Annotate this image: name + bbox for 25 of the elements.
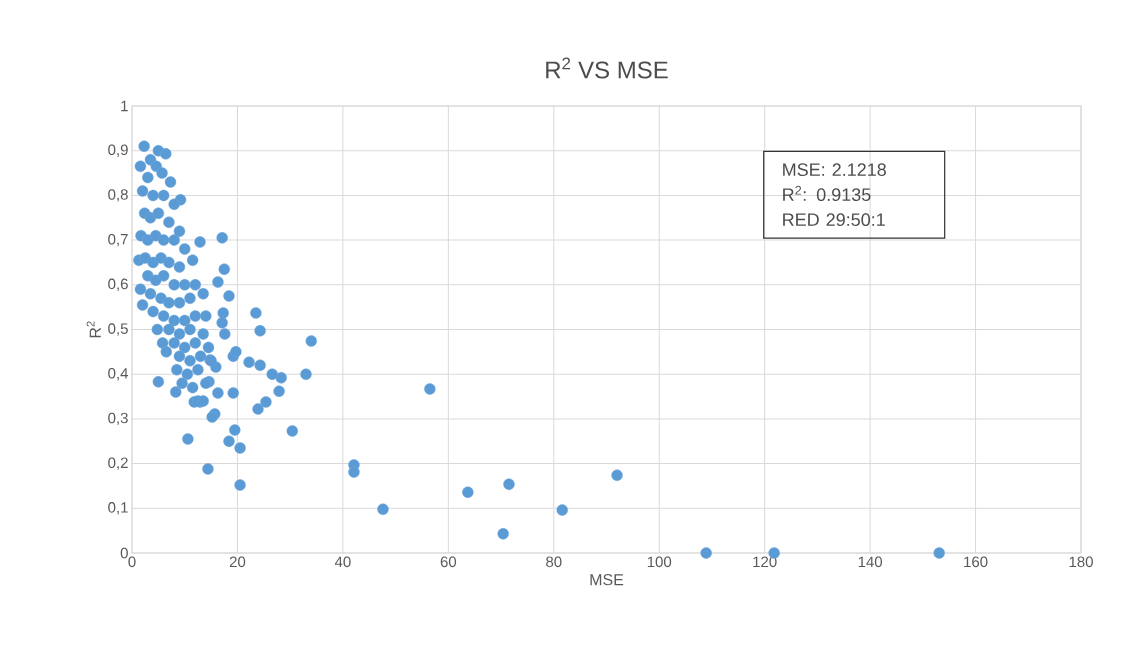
y-tick-label: 0,8 xyxy=(108,189,128,202)
y-tick-label: 0,2 xyxy=(108,457,128,470)
y-tick-label: 0,9 xyxy=(108,144,128,157)
y-tick-label: 0,4 xyxy=(108,368,129,381)
x-tick-label: 80 xyxy=(546,556,562,568)
y-tick-label: 0,7 xyxy=(108,233,128,247)
annotation: RED 29:50:1 xyxy=(783,213,885,227)
x-tick-label: 160 xyxy=(964,556,988,568)
annotation: R$^{2}$: 0.9135 xyxy=(783,185,871,202)
y-tick-label: 0,6 xyxy=(108,278,128,291)
y-tick-label: 1 xyxy=(121,100,128,112)
y-tick-label: 0,5 xyxy=(108,323,128,336)
chart-title: R$^{2}$ VS MSE xyxy=(546,57,668,79)
x-tick-label: 60 xyxy=(440,556,457,568)
y-tick-label: 0 xyxy=(120,547,128,559)
x-tick-label: 40 xyxy=(334,556,351,568)
y-tick-label: 0,3 xyxy=(108,412,128,426)
y-tick-label: 0,1 xyxy=(108,502,128,515)
x-tick-label: 140 xyxy=(858,556,883,568)
x-tick-label: 20 xyxy=(229,556,246,568)
x-tick-label: 180 xyxy=(1069,556,1093,568)
y-axis-title: R$^{2}$ xyxy=(86,321,101,338)
x-axis-title: MSE xyxy=(590,574,624,586)
x-tick-label: 100 xyxy=(647,556,672,568)
annotation: MSE: 2.1218 xyxy=(783,163,886,177)
